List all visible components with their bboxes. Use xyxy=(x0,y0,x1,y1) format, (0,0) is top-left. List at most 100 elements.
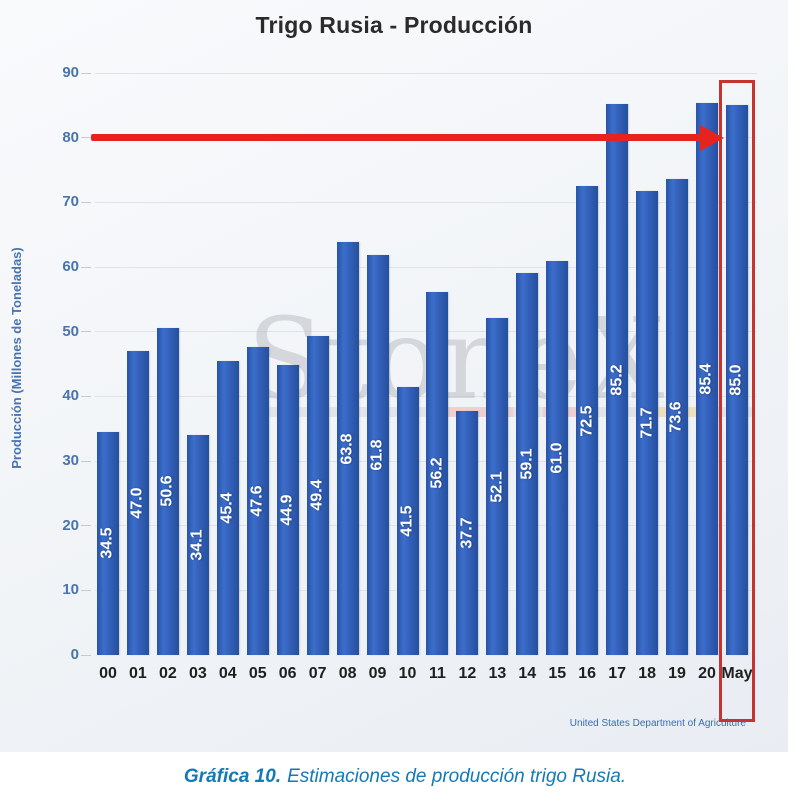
bar-value-label: 59.1 xyxy=(518,448,536,480)
bar-value-label: 47.6 xyxy=(248,485,266,517)
bar: 44.9 xyxy=(276,364,299,655)
bar-value-label: 71.7 xyxy=(638,407,656,439)
y-axis-tick xyxy=(81,395,91,397)
x-tick-label: 18 xyxy=(638,665,656,682)
bar-value-label: 61.0 xyxy=(548,442,566,474)
bar: 52.1 xyxy=(486,318,509,655)
bar: 41.5 xyxy=(396,386,419,655)
bar: 50.6 xyxy=(156,327,179,655)
y-axis-tick xyxy=(81,137,91,139)
x-tick-label: 13 xyxy=(488,665,507,682)
gridline xyxy=(95,525,757,527)
bar-highlight: 85.0 xyxy=(725,105,748,655)
figure-caption: Gráfica 10. Estimaciones de producción tr… xyxy=(0,766,810,788)
x-tick-label: 19 xyxy=(668,665,686,682)
y-axis-tick xyxy=(81,460,91,462)
source-attribution: United States Department of Agriculture xyxy=(569,718,746,729)
x-tick-label: 20 xyxy=(698,665,716,682)
bar-value-label: 85.2 xyxy=(608,363,626,396)
bar-value-label: 73.6 xyxy=(668,401,686,433)
bar-value-label: 34.1 xyxy=(188,529,206,561)
bar: 47.0 xyxy=(126,351,149,655)
caption-text: Estimaciones de producción trigo Rusia. xyxy=(287,766,627,787)
y-tick-label: 60 xyxy=(62,258,79,275)
y-tick-label: 50 xyxy=(62,322,79,340)
x-tick-label: 07 xyxy=(308,665,327,682)
caption-label: Gráfica 10. xyxy=(183,766,282,787)
bar: 85.2 xyxy=(606,104,629,655)
x-tick-label: 03 xyxy=(188,665,207,682)
y-axis-tick xyxy=(81,589,91,591)
bar: 72.5 xyxy=(576,186,599,655)
gridline xyxy=(95,460,757,462)
gridline xyxy=(95,72,757,74)
chart-title: Trigo Rusia - Producción xyxy=(255,12,533,38)
bar-value-label: 44.9 xyxy=(278,494,296,526)
bar: 59.1 xyxy=(516,272,539,655)
plot-area: 0 10 20 30 40 50 60 70 80 90 StoneX 34.5 00 47.0 01 5… xyxy=(62,65,757,722)
x-tick-label: 05 xyxy=(248,665,267,682)
highlight-box xyxy=(718,80,755,722)
bar: 49.4 xyxy=(306,335,329,655)
y-tick-label: 40 xyxy=(62,387,79,405)
bar: 37.7 xyxy=(456,411,479,655)
x-tick-label: 06 xyxy=(278,665,297,682)
bar-value-label: 37.7 xyxy=(458,517,476,549)
bar: 45.4 xyxy=(216,361,239,655)
gridline xyxy=(95,395,757,397)
y-axis-title: Producción (Millones de Toneladas) xyxy=(9,247,24,469)
bar-value-label: 61.8 xyxy=(368,439,386,471)
bar-value-label: 45.4 xyxy=(218,492,236,524)
y-axis-tick xyxy=(81,654,91,656)
bar-value-label: 72.5 xyxy=(578,405,596,437)
y-axis-tick xyxy=(81,331,91,333)
x-tick-label: 09 xyxy=(368,665,387,682)
x-tick-label: May xyxy=(721,665,753,682)
x-tick-label: 10 xyxy=(398,665,417,682)
y-axis-tick xyxy=(81,201,91,203)
bar: 47.6 xyxy=(246,347,269,655)
bar-value-label: 47.0 xyxy=(128,487,146,519)
y-axis-tick xyxy=(81,72,91,74)
y-tick-label: 70 xyxy=(62,193,79,211)
y-tick-label: 30 xyxy=(62,452,79,469)
y-axis-tick xyxy=(81,266,91,268)
bar: 34.1 xyxy=(186,434,209,655)
bar: 85.4 xyxy=(696,102,718,655)
bar-value-label: 85.4 xyxy=(698,363,716,395)
gridline xyxy=(95,201,757,203)
chart-panel: Trigo Rusia - Producción Producción (Mil… xyxy=(0,0,788,752)
y-tick-label: 10 xyxy=(62,581,79,599)
x-tick-label: 01 xyxy=(129,665,147,682)
y-axis-tick xyxy=(81,525,91,527)
y-tick-label: 90 xyxy=(62,64,79,81)
bar: 61.8 xyxy=(366,255,389,655)
bar-value-label: 50.6 xyxy=(158,475,176,507)
x-tick-label: 14 xyxy=(518,665,537,682)
y-tick-label: 80 xyxy=(62,128,79,146)
x-tick-label: 12 xyxy=(458,665,477,682)
x-tick-label: 11 xyxy=(428,665,446,682)
arrow-annotation-shaft xyxy=(91,134,700,142)
bar-value-label: 34.5 xyxy=(99,527,117,560)
x-tick-label: 00 xyxy=(99,665,117,682)
x-tick-label: 17 xyxy=(608,665,627,682)
bar: 73.6 xyxy=(666,179,689,655)
bar: 56.2 xyxy=(426,291,449,655)
gridline xyxy=(95,331,757,333)
bar-value-label: 41.5 xyxy=(398,505,416,537)
bar: 63.8 xyxy=(336,242,359,655)
bar-value-label: 52.1 xyxy=(488,470,506,503)
bar-value-label: 49.4 xyxy=(308,479,326,511)
bar: 61.0 xyxy=(546,260,569,655)
bar: 34.5 xyxy=(97,431,119,655)
x-tick-label: 08 xyxy=(338,665,357,682)
bar-value-label: 56.2 xyxy=(428,457,446,489)
bar: 71.7 xyxy=(636,191,659,655)
y-tick-label: 20 xyxy=(62,516,79,534)
bar-value-label: 63.8 xyxy=(338,433,356,465)
x-tick-label: 02 xyxy=(158,665,177,682)
x-tick-label: 16 xyxy=(578,665,597,682)
gridline xyxy=(95,589,757,591)
gridline xyxy=(95,266,757,268)
